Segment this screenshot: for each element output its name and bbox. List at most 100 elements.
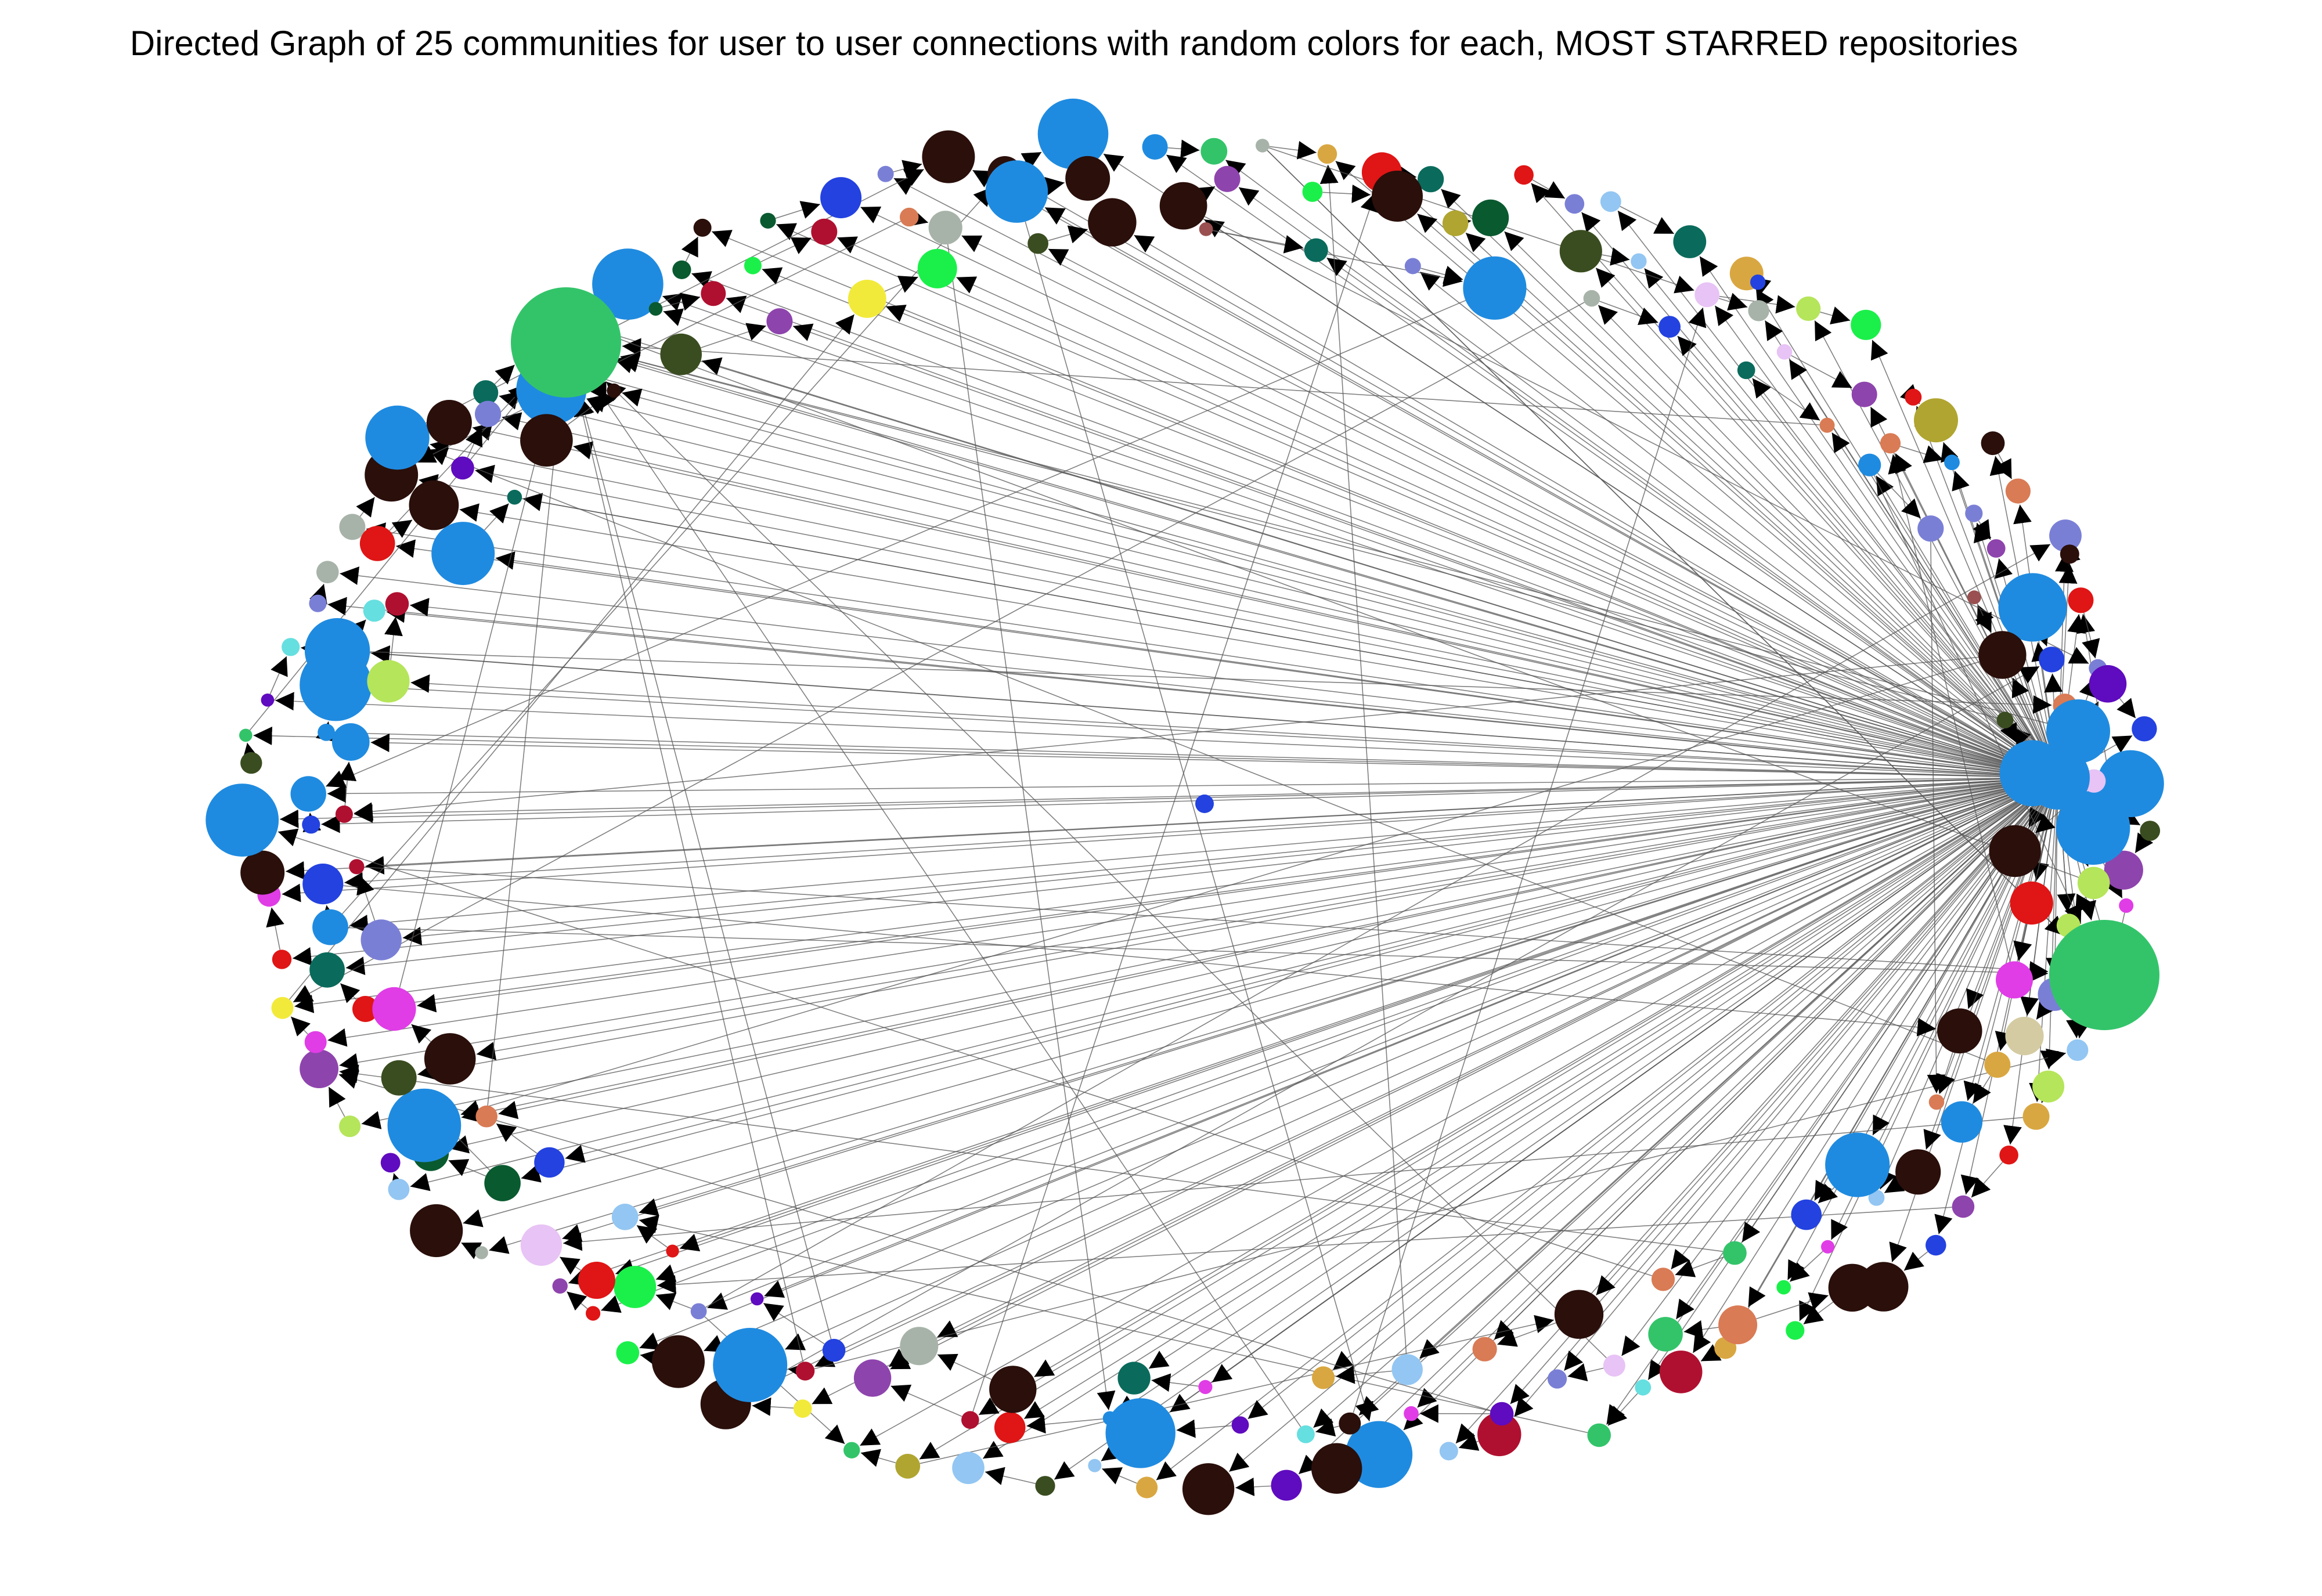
graph-node	[2104, 850, 2143, 890]
graph-node	[372, 987, 416, 1031]
graph-edge	[499, 391, 2027, 771]
graph-edge	[347, 619, 367, 640]
graph-edge	[302, 813, 322, 833]
graph-edge	[1298, 799, 2035, 1475]
graph-edge	[1973, 1075, 1991, 1104]
graph-hub-node	[2046, 699, 2110, 763]
isolated-node	[1195, 795, 1214, 813]
graph-edge	[1134, 234, 2031, 762]
graph-node	[2067, 1039, 2089, 1061]
node-layer	[205, 98, 2164, 1515]
graph-node	[1944, 454, 1960, 471]
graph-edge	[309, 583, 327, 605]
graph-node	[1200, 138, 1228, 165]
graph-edge	[566, 1291, 588, 1311]
graph-node	[877, 165, 894, 182]
graph-node	[363, 600, 385, 622]
graph-node	[2140, 821, 2161, 841]
graph-edge	[1617, 210, 2039, 753]
graph-node	[607, 383, 621, 398]
graph-node	[410, 1204, 463, 1258]
graph-node	[271, 996, 294, 1019]
graph-edge	[620, 352, 1998, 718]
graph-edge	[1235, 1477, 1271, 1496]
graph-node	[1037, 98, 1109, 169]
graph-edge	[1581, 212, 2038, 754]
graph-node	[1404, 1406, 1419, 1421]
graph-node	[994, 1412, 1026, 1443]
graph-edge	[1675, 803, 2040, 1320]
graph-edge	[559, 1256, 582, 1275]
graph-node	[1159, 182, 1207, 230]
graph-node	[1472, 199, 1509, 236]
graph-node	[900, 207, 919, 227]
graph-node	[701, 281, 726, 306]
graph-edge	[253, 726, 2027, 778]
graph-edge	[703, 789, 2029, 1352]
graph-node	[367, 660, 410, 703]
graph-edge	[568, 787, 2028, 1286]
graph-node	[690, 1303, 707, 1320]
graph-node	[578, 1262, 615, 1299]
graph-edge	[1753, 374, 1820, 421]
graph-edge	[752, 1397, 794, 1416]
graph-edge	[1971, 1161, 2003, 1198]
graph-edge	[1194, 186, 1216, 204]
graph-node	[331, 723, 370, 761]
graph-node	[1198, 1380, 1213, 1394]
graph-node	[1547, 1369, 1567, 1389]
graph-edge	[345, 781, 2027, 976]
graph-node	[1312, 1366, 1335, 1389]
graph-edge	[763, 1302, 825, 1345]
graph-edge	[1621, 803, 2039, 1356]
graph-edge	[1455, 801, 2037, 1444]
graph-node	[484, 1165, 521, 1201]
graph-edge	[356, 497, 376, 518]
graph-node	[820, 177, 862, 219]
graph-node	[1472, 1337, 1497, 1362]
graph-edge	[1675, 1256, 1724, 1277]
graph-edge	[1995, 453, 2013, 479]
graph-node	[1723, 1241, 1747, 1265]
graph-edge	[972, 192, 1379, 1412]
graph-edge	[1607, 1393, 1638, 1427]
graph-edge	[370, 733, 2027, 778]
graph-node	[616, 1341, 640, 1364]
graph-node	[335, 805, 353, 823]
graph-edge	[1903, 1251, 1928, 1271]
graph-edge	[985, 1467, 1036, 1485]
graph-edge	[349, 779, 2027, 933]
graph-edge	[1336, 1365, 1392, 1384]
graph-edge	[1831, 432, 2041, 752]
graph-edge	[1322, 184, 1371, 203]
graph-node	[1999, 1145, 2018, 1165]
graph-edge	[1973, 519, 1991, 540]
graph-edge	[321, 778, 2027, 833]
graph-node	[1271, 1469, 1302, 1501]
graph-edge	[1700, 1344, 1722, 1362]
graph-edge	[1874, 475, 2082, 925]
graph-edge	[890, 792, 2030, 1370]
graph-edge	[2082, 612, 2100, 659]
graph-edge	[655, 1292, 691, 1310]
graph-node	[1027, 233, 1048, 254]
graph-edge	[978, 793, 2031, 1416]
graph-node	[843, 1442, 860, 1458]
graph-node	[388, 1178, 410, 1200]
graph-edge	[249, 385, 531, 731]
graph-edge	[348, 927, 2049, 983]
graph-node	[1928, 1094, 1945, 1110]
graph-edge	[1531, 182, 2038, 754]
graph-edge	[2134, 832, 2154, 854]
graph-edge	[476, 782, 2027, 1060]
graph-node	[1105, 1398, 1176, 1468]
graph-node	[1825, 1132, 1890, 1197]
graph-edge	[1204, 219, 2032, 761]
chart-title: Directed Graph of 25 communities for use…	[129, 24, 2018, 63]
graph-edge	[361, 783, 2027, 1129]
graph-node	[1786, 1321, 1805, 1340]
graph-edge	[266, 907, 284, 950]
graph-node	[1514, 165, 1534, 185]
graph-node	[316, 561, 339, 583]
graph-edge	[354, 656, 1979, 821]
